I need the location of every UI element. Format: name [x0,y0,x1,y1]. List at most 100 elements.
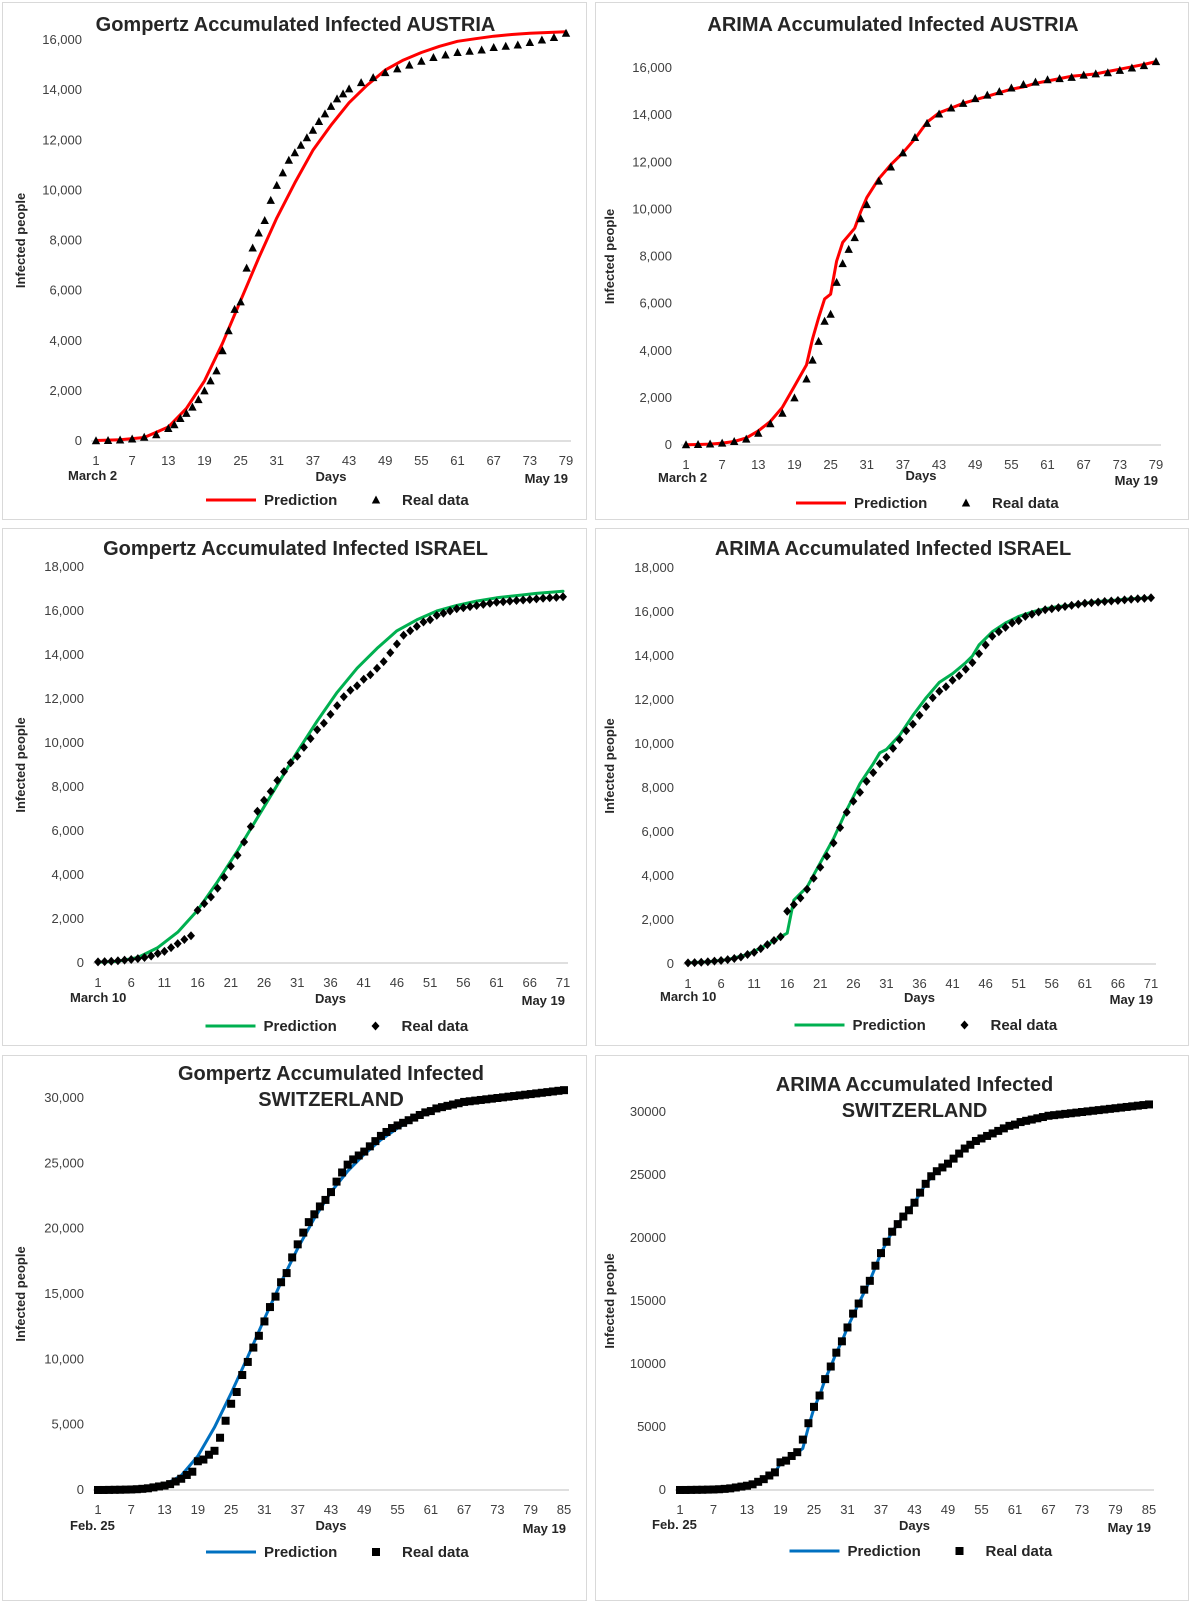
chart-title: Gompertz Accumulated Infected [178,1063,484,1085]
x-tick-label: 46 [978,976,992,991]
x-end-date-label: May 19 [1115,473,1158,488]
real-data-point [471,1096,480,1105]
prediction-line [684,60,1158,447]
x-tick-label: 1 [94,1502,101,1517]
real-data-point [559,592,567,602]
x-tick-label: 49 [378,453,392,468]
real-data-point [723,955,732,965]
real-data-point [856,214,865,223]
y-tick-label: 20000 [630,1230,666,1245]
x-tick-label: 43 [932,457,946,472]
real-data-point [796,893,805,903]
legend-real-data-label: Real data [402,1018,469,1035]
y-tick-label: 0 [667,956,674,971]
x-tick-label: 13 [157,1502,171,1517]
real-data-point [709,1485,718,1494]
real-data-point [862,200,871,209]
real-data-point [343,1160,352,1169]
real-data-point [983,1131,992,1140]
real-data-point [981,640,990,650]
chart-panel-arima-switzerland: ARIMA Accumulated Infected SWITZERLAND Inf… [595,1055,1189,1601]
y-tick-label: 30000 [630,1104,666,1119]
real-data-point [955,671,964,681]
x-tick-label: 37 [874,1502,888,1517]
real-data-point [510,1092,519,1101]
real-data-point [941,682,950,692]
y-tick-label: 12,000 [632,154,672,169]
real-data-point [1151,57,1161,66]
x-tick-label: 71 [556,975,570,990]
y-tick-label: 18,000 [44,559,84,574]
real-data-point [525,38,535,47]
real-data-point [280,767,288,777]
real-data-point [299,742,308,752]
real-data-point [432,610,441,620]
chart-title: ARIMA Accumulated Infected [776,1074,1053,1096]
real-data-point [966,1140,975,1149]
real-data-point [1127,63,1137,72]
y-tick-label: 10,000 [44,1351,84,1366]
real-data-point [1041,605,1050,615]
real-data-point [313,725,322,735]
real-data-point [188,1467,197,1476]
real-data-point [379,657,388,667]
real-data-points [94,1086,568,1494]
real-data-point [487,1094,496,1103]
real-data-point [194,395,203,404]
real-data-point [304,1218,313,1227]
real-data-point [1008,618,1017,628]
x-tick-label: 7 [719,457,726,472]
y-tick-label: 15000 [630,1293,666,1308]
y-tick-label: 14,000 [634,648,674,663]
real-data-point [988,631,997,641]
chart-title: ARIMA Accumulated Infected AUSTRIA [707,14,1078,36]
real-data-point [299,1228,308,1237]
real-data-point [230,304,239,313]
real-data-point [443,1101,452,1110]
real-data-point [278,168,287,177]
x-axis-label: Days [905,468,936,483]
x-tick-label: 26 [257,975,271,990]
x-tick-label: 51 [423,975,437,990]
real-data-point [103,435,113,444]
real-data-point [254,1331,263,1340]
x-tick-label: 79 [1149,457,1163,472]
real-data-point [498,1093,507,1102]
real-data-point [1022,1116,1031,1125]
real-data-point [155,1482,164,1491]
real-data-point [720,1484,729,1493]
real-data-point [1011,1120,1019,1129]
real-data-point [730,954,739,963]
real-data-point [928,693,937,703]
real-data-point [177,1474,186,1483]
real-data-point [206,376,215,385]
real-data-point [91,436,101,445]
y-tick-label: 0 [77,955,84,970]
real-data-point [204,1450,213,1459]
real-data-point [910,1198,919,1207]
real-data-point [376,1131,385,1140]
legend-real-data-marker [955,1547,964,1555]
x-tick-label: 1 [684,976,691,991]
x-tick-label: 61 [1008,1502,1022,1517]
real-data-point [149,1483,158,1492]
real-data-point [1128,1102,1137,1111]
x-tick-label: 61 [1078,976,1092,991]
real-data-point [783,906,792,916]
real-data-point [332,94,342,103]
real-data-point [968,658,977,668]
real-data-point [849,796,858,806]
x-tick-label: 79 [559,453,573,468]
legend-real-data-label: Real data [991,1017,1058,1034]
real-data-point [693,440,703,449]
real-data-point [249,1343,258,1352]
real-data-point [995,87,1004,96]
real-data-point [681,1485,690,1494]
real-data-point [754,1477,763,1486]
real-data-point [826,1362,835,1371]
legend-real-data-marker [371,1021,380,1031]
real-data-point [94,957,102,967]
real-data-point [439,608,448,618]
real-data-points [91,28,571,445]
legend-prediction-label: Prediction [264,1544,337,1561]
